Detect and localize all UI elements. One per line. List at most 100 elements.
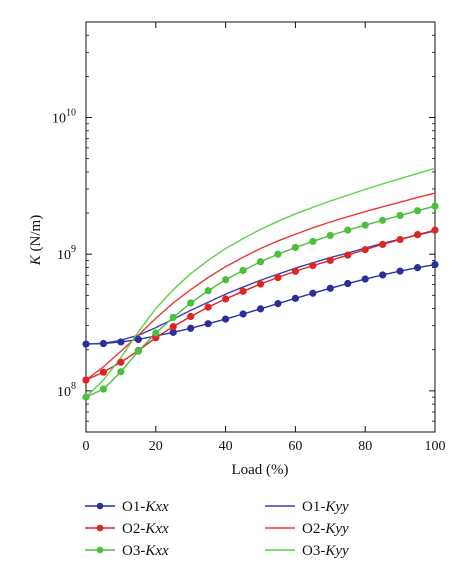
data-point-o1-kxx <box>274 299 282 308</box>
legend-label-italic: Kxx <box>144 521 169 537</box>
data-point-o2-kxx <box>274 273 282 282</box>
legend-label-italic: Kyy <box>324 543 349 559</box>
data-point-o1-kxx <box>396 267 404 275</box>
legend-item-o2-kyy: O2-Kyy <box>265 521 349 537</box>
data-point-o3-kxx <box>256 258 265 266</box>
data-point-o3-kxx <box>99 385 108 393</box>
legend-item-o1-kxx: O1-Kxx <box>85 499 169 515</box>
legend-label-prefix: O3- <box>302 543 325 559</box>
data-point-o2-kxx <box>82 376 90 384</box>
series-line-o1-kyy <box>85 230 436 345</box>
legend-label-italic: Kxx <box>144 543 169 559</box>
y-axis-label: K (N/m) <box>28 215 44 266</box>
legend-label-prefix: O1- <box>122 499 145 515</box>
data-point-o2-kxx <box>99 368 108 376</box>
data-point-o3-kxx <box>134 347 142 355</box>
y-axis-label-unit: (N/m) <box>28 215 44 255</box>
data-point-o1-kxx <box>379 271 387 279</box>
data-point-o1-kxx <box>187 324 195 332</box>
y-tick-base: 10 <box>52 112 66 127</box>
data-point-o3-kxx <box>379 216 387 224</box>
legend-label-italic: Kxx <box>144 499 169 515</box>
plot-frame <box>85 21 436 433</box>
data-point-o3-kxx <box>239 266 247 275</box>
legend-item-o3-kyy: O3-Kyy <box>265 543 349 559</box>
data-point-o2-kxx <box>309 262 317 270</box>
data-point-o2-kxx <box>256 280 265 288</box>
data-point-o3-kxx <box>222 276 230 284</box>
data-point-o2-kxx <box>204 303 212 311</box>
data-point-o3-kxx <box>344 226 352 234</box>
data-point-o1-kxx <box>431 260 439 269</box>
data-point-o1-kxx <box>326 284 334 292</box>
legend-item-o3-kxx: O3-Kxx <box>85 543 169 559</box>
x-tick-label: 60 <box>288 439 302 454</box>
data-point-o3-kxx <box>82 393 90 401</box>
legend-label-prefix: O1- <box>302 499 325 515</box>
data-point-o3-kxx <box>204 287 212 295</box>
y-tick-exponent: 10 <box>66 108 76 119</box>
data-point-o3-kxx <box>431 202 439 210</box>
data-point-o1-kxx <box>222 315 230 323</box>
data-point-o1-kxx <box>413 264 422 272</box>
legend-label: O2-Kyy <box>302 521 349 537</box>
x-tick-label: 0 <box>83 439 90 454</box>
data-point-o2-kxx <box>361 246 369 254</box>
legend-label: O2-Kxx <box>122 521 169 537</box>
data-point-o1-kxx <box>134 335 142 343</box>
series-line-o3-kyy <box>85 167 436 398</box>
data-point-o1-kxx <box>204 320 212 328</box>
x-tick-label: 20 <box>149 439 163 454</box>
data-point-o1-kxx <box>309 289 317 297</box>
legend-swatch-marker <box>96 502 104 510</box>
y-axis-label-symbol: K <box>28 254 44 266</box>
data-point-o2-kxx <box>344 251 352 259</box>
data-point-o2-kxx <box>326 256 334 265</box>
data-point-o1-kxx <box>117 338 125 346</box>
series-line-o2-kyy <box>85 192 436 381</box>
data-point-o3-kxx <box>361 221 369 229</box>
legend-label: O1-Kyy <box>302 499 349 515</box>
y-tick-base: 10 <box>57 385 71 400</box>
data-point-o2-kxx <box>239 287 247 295</box>
data-point-o3-kxx <box>187 299 195 307</box>
y-tick-exponent: 9 <box>71 244 76 255</box>
data-point-o3-kxx <box>274 250 282 258</box>
data-point-o1-kxx <box>239 310 247 318</box>
x-axis-label: Load (%) <box>231 462 288 478</box>
y-tick-exponent: 8 <box>71 381 76 392</box>
data-point-o3-kxx <box>117 368 125 376</box>
data-point-o3-kxx <box>152 329 160 337</box>
data-point-o2-kxx <box>413 231 422 239</box>
data-point-o1-kxx <box>344 279 352 288</box>
data-point-o2-kxx <box>222 295 230 303</box>
legend-label: O3-Kxx <box>122 543 169 559</box>
data-point-o2-kxx <box>117 358 125 366</box>
data-point-o1-kxx <box>256 305 265 313</box>
legend-swatch-marker <box>96 546 104 554</box>
x-tick-label: 100 <box>425 439 446 454</box>
data-point-o2-kxx <box>431 226 439 234</box>
data-point-o3-kxx <box>291 243 299 252</box>
data-point-o1-kxx <box>82 340 90 348</box>
data-point-o3-kxx <box>396 211 404 220</box>
legend-label-prefix: O3- <box>122 543 145 559</box>
series-line-o3-kxx <box>85 205 436 398</box>
data-point-o3-kxx <box>413 207 422 215</box>
y-tick-label: 109 <box>57 244 76 263</box>
legend-item-o2-kxx: O2-Kxx <box>85 521 169 537</box>
y-tick-label: 108 <box>57 381 76 400</box>
x-tick-label: 40 <box>219 439 233 454</box>
legend-label-italic: Kyy <box>324 499 349 515</box>
svg-text:K (N/m): K (N/m) <box>28 215 44 266</box>
legend-label-prefix: O2- <box>122 521 145 537</box>
data-point-o1-kxx <box>361 275 369 283</box>
data-point-o2-kxx <box>187 312 195 321</box>
data-point-o2-kxx <box>396 235 404 244</box>
data-point-o1-kxx <box>99 339 108 348</box>
data-point-o1-kxx <box>291 294 299 302</box>
legend-label: O3-Kyy <box>302 543 349 559</box>
data-point-o3-kxx <box>326 231 334 240</box>
